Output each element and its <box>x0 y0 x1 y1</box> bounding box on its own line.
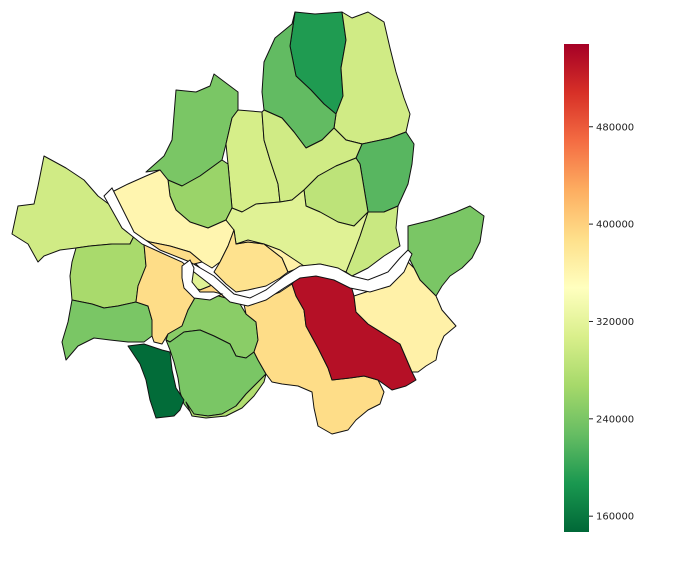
district-d24[interactable] <box>127 343 185 419</box>
district-d18[interactable] <box>69 235 147 309</box>
colorbar-gradient <box>564 44 589 532</box>
han-river <box>103 187 413 307</box>
district-layer <box>11 11 485 435</box>
colorbar-tick-label: 320000 <box>596 317 634 328</box>
colorbar-tick-label: 400000 <box>596 220 634 231</box>
colorbar: 160000 240000 320000 400000 480000 <box>564 44 634 532</box>
river-island <box>181 259 224 301</box>
colorbar-ticks: 160000 240000 320000 400000 480000 <box>589 122 634 523</box>
district-d2[interactable] <box>333 11 411 145</box>
district-d20[interactable] <box>61 299 153 361</box>
colorbar-tick-label: 240000 <box>596 414 634 425</box>
colorbar-tick-label: 160000 <box>596 512 634 523</box>
colorbar-tick-label: 480000 <box>596 122 634 133</box>
